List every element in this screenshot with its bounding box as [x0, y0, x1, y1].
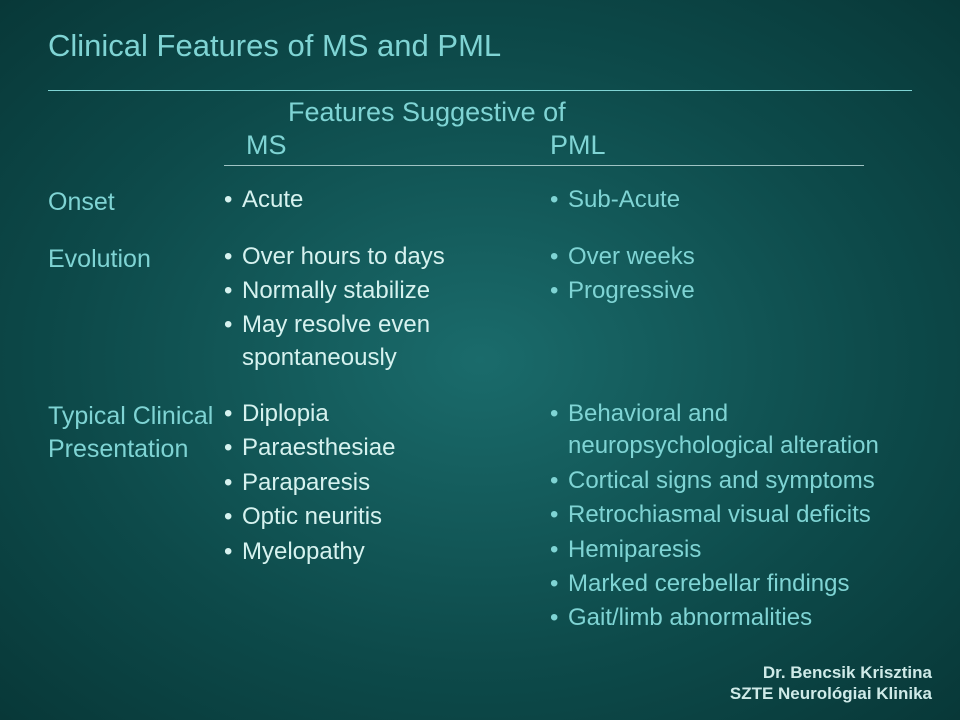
list-item: Over weeks — [550, 241, 912, 273]
evolution-ms-list: Over hours to daysNormally stabilizeMay … — [224, 241, 550, 375]
presentation-ms-list: DiplopiaParaesthesiaeParaparesisOptic ne… — [224, 398, 550, 568]
header-pml: PML — [550, 130, 606, 161]
footer-line1: Dr. Bencsik Krisztina — [730, 662, 932, 683]
header-underline — [224, 165, 864, 166]
list-item: Behavioral and neuropsychological altera… — [550, 398, 912, 463]
list-item: Gait/limb abnormalities — [550, 602, 912, 634]
slide-title: Clinical Features of MS and PML — [48, 28, 912, 64]
footer-credit: Dr. Bencsik Krisztina SZTE Neurológiai K… — [730, 662, 932, 705]
title-underline — [48, 90, 912, 91]
row-label-presentation: Typical Clinical Presentation — [48, 398, 224, 637]
table-header: Features Suggestive of MS PML — [48, 97, 912, 161]
row-evolution: Evolution Over hours to daysNormally sta… — [48, 241, 912, 377]
header-ms: MS — [224, 130, 550, 161]
list-item: Cortical signs and symptoms — [550, 465, 912, 497]
row-presentation: Typical Clinical Presentation DiplopiaPa… — [48, 398, 912, 637]
list-item: May resolve even spontaneously — [224, 309, 550, 374]
list-item: Sub-Acute — [550, 184, 912, 216]
list-item: Acute — [224, 184, 550, 216]
list-item: Progressive — [550, 275, 912, 307]
onset-ms-list: Acute — [224, 184, 550, 216]
list-item: Over hours to days — [224, 241, 550, 273]
evolution-pml-list: Over weeksProgressive — [550, 241, 912, 308]
header-suggestive: Features Suggestive of — [224, 97, 912, 128]
list-item: Hemiparesis — [550, 534, 912, 566]
list-item: Retrochiasmal visual deficits — [550, 499, 912, 531]
list-item: Myelopathy — [224, 536, 550, 568]
list-item: Paraesthesiae — [224, 432, 550, 464]
list-item: Diplopia — [224, 398, 550, 430]
list-item: Paraparesis — [224, 467, 550, 499]
row-onset: Onset Acute Sub-Acute — [48, 184, 912, 219]
presentation-pml-list: Behavioral and neuropsychological altera… — [550, 398, 912, 635]
footer-line2: SZTE Neurológiai Klinika — [730, 683, 932, 704]
row-label-evolution: Evolution — [48, 241, 224, 377]
list-item: Marked cerebellar findings — [550, 568, 912, 600]
onset-pml-list: Sub-Acute — [550, 184, 912, 216]
list-item: Normally stabilize — [224, 275, 550, 307]
row-label-onset: Onset — [48, 184, 224, 219]
list-item: Optic neuritis — [224, 501, 550, 533]
